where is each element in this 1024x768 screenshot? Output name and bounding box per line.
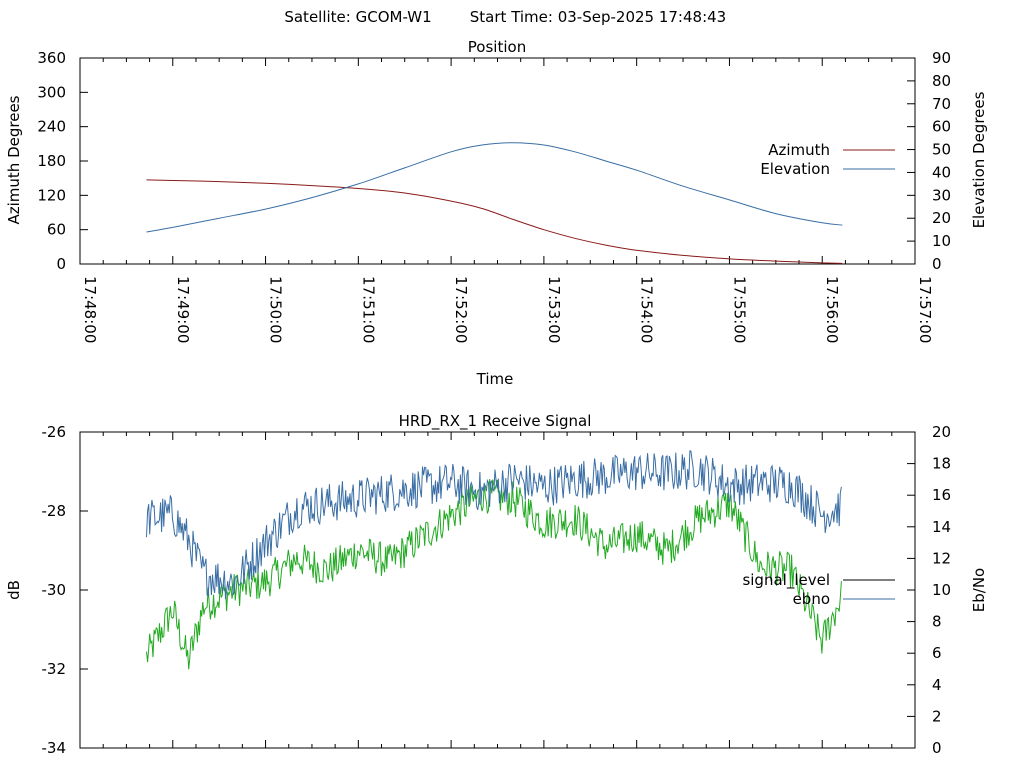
position-y-axis-label: Azimuth Degrees [5, 95, 23, 224]
signal-y-tick-label: -30 [42, 581, 67, 599]
position-x-tick-label: 17:56:00 [823, 276, 841, 343]
position-y2-tick-label: 20 [932, 209, 951, 227]
position-y2-tick-label: 40 [932, 163, 951, 181]
position-y2-tick-label: 50 [932, 141, 951, 159]
signal-y2-tick-label: 12 [932, 549, 951, 567]
signal-y2-tick-label: 8 [932, 613, 942, 631]
position-x-tick-label: 17:52:00 [452, 276, 470, 343]
position-y2-tick-label: 0 [932, 255, 942, 273]
position-y2-tick-label: 90 [932, 49, 951, 67]
position-x-tick-label: 17:54:00 [638, 276, 656, 343]
position-x-tick-label: 17:49:00 [174, 276, 192, 343]
position-x-tick-label: 17:53:00 [545, 276, 563, 343]
signal-y-tick-label: -28 [42, 502, 67, 520]
position-x-tick-label: 17:48:00 [81, 276, 99, 343]
signal-title: HRD_RX_1 Receive Signal [399, 412, 592, 431]
signal-y2-tick-label: 16 [932, 486, 951, 504]
legend-label-elevation: Elevation [760, 160, 830, 178]
position-y-tick-label: 300 [37, 83, 66, 101]
signal-y2-tick-label: 10 [932, 581, 951, 599]
position-y-tick-label: 0 [56, 255, 66, 273]
header-satellite: Satellite: GCOM-W1 [284, 8, 431, 26]
position-title: Position [468, 38, 526, 56]
signal-y-tick-label: -32 [42, 660, 67, 678]
legend-label-ebno: ebno [793, 590, 830, 608]
signal-y2-tick-label: 18 [932, 455, 951, 473]
series-line-ebno [146, 450, 842, 600]
position-y-tick-label: 60 [47, 221, 66, 239]
position-y2-tick-label: 60 [932, 118, 951, 136]
position-x-tick-label: 17:55:00 [730, 276, 748, 343]
position-y2-axis-label: Elevation Degrees [970, 91, 988, 228]
position-y-tick-label: 240 [37, 118, 66, 136]
position-x-tick-label: 17:51:00 [359, 276, 377, 343]
signal-y2-axis-label: Eb/No [970, 568, 988, 612]
signal-y2-tick-label: 6 [932, 644, 942, 662]
signal-y2-tick-label: 2 [932, 707, 942, 725]
header-start-time: Start Time: 03-Sep-2025 17:48:43 [470, 8, 726, 26]
position-y-tick-label: 120 [37, 186, 66, 204]
position-y-tick-label: 360 [37, 49, 66, 67]
position-y-tick-label: 180 [37, 152, 66, 170]
series-line-azimuth [146, 179, 843, 264]
signal-y-axis-label: dB [5, 580, 23, 600]
legend-label-signal-level: signal_level [742, 571, 830, 590]
position-x-axis-label: Time [476, 370, 514, 388]
signal-y-tick-label: -34 [42, 739, 67, 757]
legend-label-azimuth: Azimuth [768, 141, 830, 159]
signal-y2-tick-label: 20 [932, 423, 951, 441]
position-y2-tick-label: 70 [932, 95, 951, 113]
signal-y2-tick-label: 0 [932, 739, 942, 757]
position-y2-tick-label: 80 [932, 72, 951, 90]
series-line-elevation [146, 142, 843, 233]
signal-chart: HRD_RX_1 Receive Signal dB Eb/No -26 -28 -… [5, 412, 988, 757]
position-y2-tick-label: 10 [932, 232, 951, 250]
position-y2-tick-label: 30 [932, 186, 951, 204]
position-chart: Position Time Azimuth Degrees Elevation … [5, 38, 988, 388]
signal-y-tick-label: -26 [42, 423, 67, 441]
signal-y2-tick-label: 4 [932, 676, 942, 694]
position-x-tick-label: 17:57:00 [916, 276, 934, 343]
position-x-tick-label: 17:50:00 [267, 276, 285, 343]
signal-y2-tick-label: 14 [932, 518, 951, 536]
